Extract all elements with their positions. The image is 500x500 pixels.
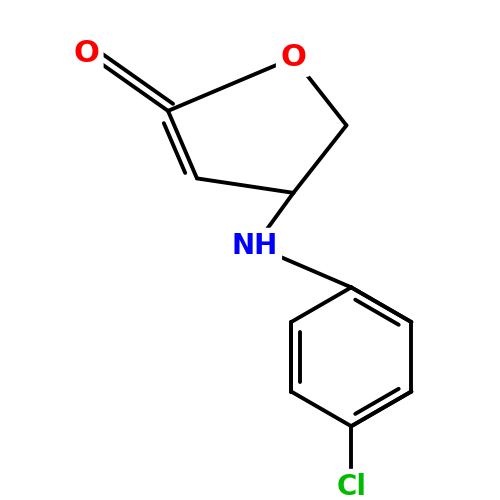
Text: NH: NH <box>232 232 278 260</box>
Text: O: O <box>280 44 306 72</box>
Text: O: O <box>73 38 99 68</box>
Text: Cl: Cl <box>336 473 366 500</box>
